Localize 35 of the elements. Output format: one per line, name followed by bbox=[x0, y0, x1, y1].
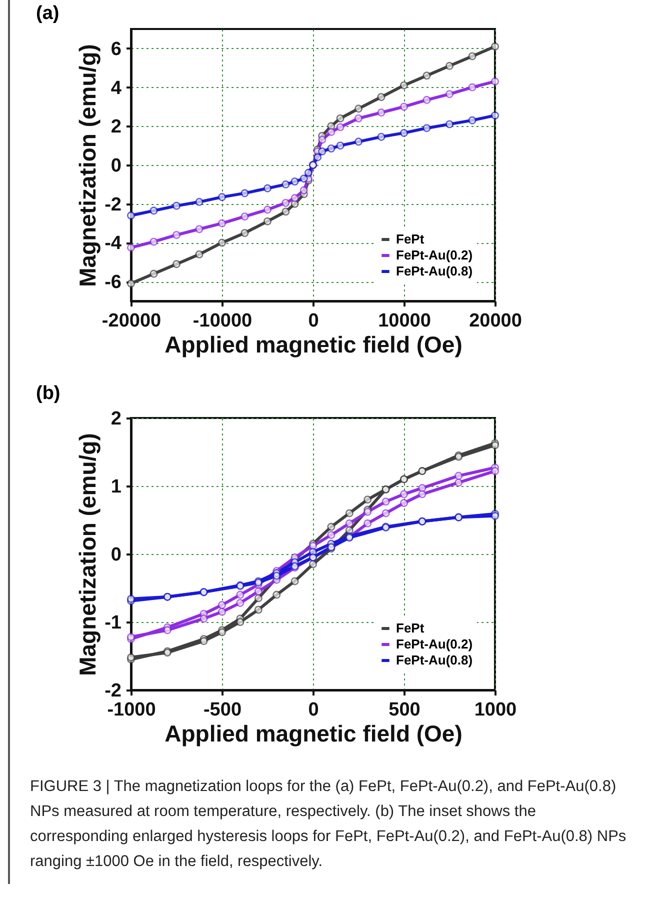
x-tick-label: 0 bbox=[308, 700, 319, 720]
x-axis-title: Applied magnetic field (Oe) bbox=[164, 332, 462, 358]
legend-label: FePt-Au(0.2) bbox=[396, 636, 473, 652]
x-tick-label: -10000 bbox=[192, 310, 252, 332]
x-tick-label: -1000 bbox=[107, 700, 156, 720]
caption: FIGURE 3 | The magnetization loops for the (a) FePt, FePt-Au(0.2), and FePt-Au(0.8) NPs measured at room temperature, respectively. (b) The inset shows the corresponding enlarged hysteresis loops for FePt, FePt-Au(0.2), and FePt-Au(0.8) NPs ranging ±1000 Oe in the field, respectively. bbox=[29, 777, 628, 872]
y-tick-label: -1 bbox=[104, 612, 122, 634]
y-tick-label: 6 bbox=[110, 38, 122, 60]
x-axis-title: Applied magnetic field (Oe) bbox=[164, 720, 462, 746]
legend-label: FePt bbox=[396, 620, 425, 636]
x-tick-label: 0 bbox=[308, 310, 319, 332]
y-tick-label: 1 bbox=[110, 476, 122, 498]
x-tick-label: 1000 bbox=[474, 700, 517, 720]
y-tick-label: -6 bbox=[104, 272, 122, 294]
y-tick-label: -4 bbox=[104, 233, 122, 254]
y-tick-label: 2 bbox=[110, 116, 122, 138]
legend-label: FePt-Au(0.8) bbox=[396, 652, 473, 668]
y-tick-label: 2 bbox=[110, 408, 122, 430]
chart-title: (a) bbox=[36, 3, 60, 24]
legend-label: FePt bbox=[396, 232, 425, 246]
x-tick-label: -20000 bbox=[102, 310, 162, 332]
y-tick-label: -2 bbox=[104, 680, 122, 702]
y-tick-label: 0 bbox=[110, 544, 122, 566]
x-tick-label: -500 bbox=[203, 700, 242, 720]
chart-title: (b) bbox=[36, 383, 60, 404]
x-tick-label: 20000 bbox=[469, 310, 522, 332]
y-axis-title: Magnetization (emu/g) bbox=[74, 433, 101, 676]
y-tick-label: -2 bbox=[104, 194, 122, 216]
legend-label: FePt-Au(0.8) bbox=[396, 264, 473, 278]
y-tick-label: 4 bbox=[110, 78, 122, 99]
y-axis-title: Magnetization (emu/g) bbox=[74, 44, 101, 287]
x-tick-label: 500 bbox=[388, 700, 420, 720]
x-tick-label: 10000 bbox=[378, 310, 431, 332]
legend-label: FePt-Au(0.2) bbox=[396, 248, 473, 262]
y-tick-label: 0 bbox=[110, 156, 122, 176]
